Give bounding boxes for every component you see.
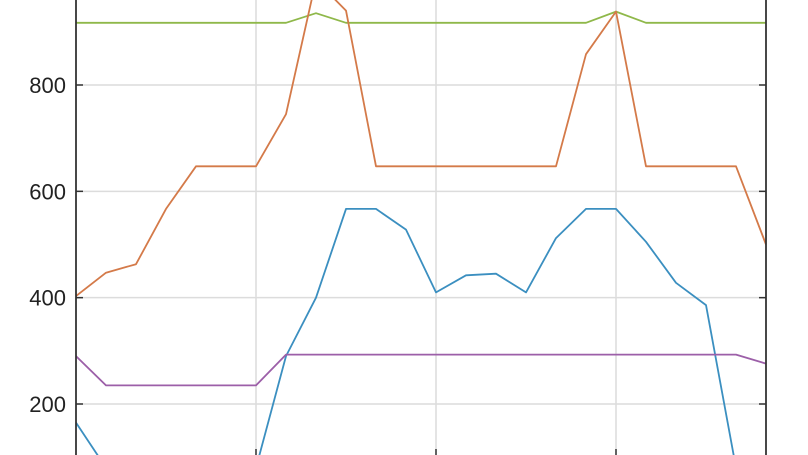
series-line-1	[76, 10, 766, 24]
y-tick-label: 600	[29, 179, 66, 204]
plot-background	[76, 0, 766, 455]
grid-lines	[76, 0, 766, 455]
y-tick-label: 400	[29, 286, 66, 311]
y-tick-label: 800	[29, 73, 66, 98]
axes	[75, 0, 767, 455]
y-tick-label: 200	[29, 392, 66, 417]
series-line-2	[75, 0, 767, 297]
series-line-3	[75, 207, 735, 455]
series-lines	[75, 0, 767, 455]
y-tick-labels: 200 400 600 800	[29, 73, 66, 417]
series-line-4	[75, 353, 767, 387]
